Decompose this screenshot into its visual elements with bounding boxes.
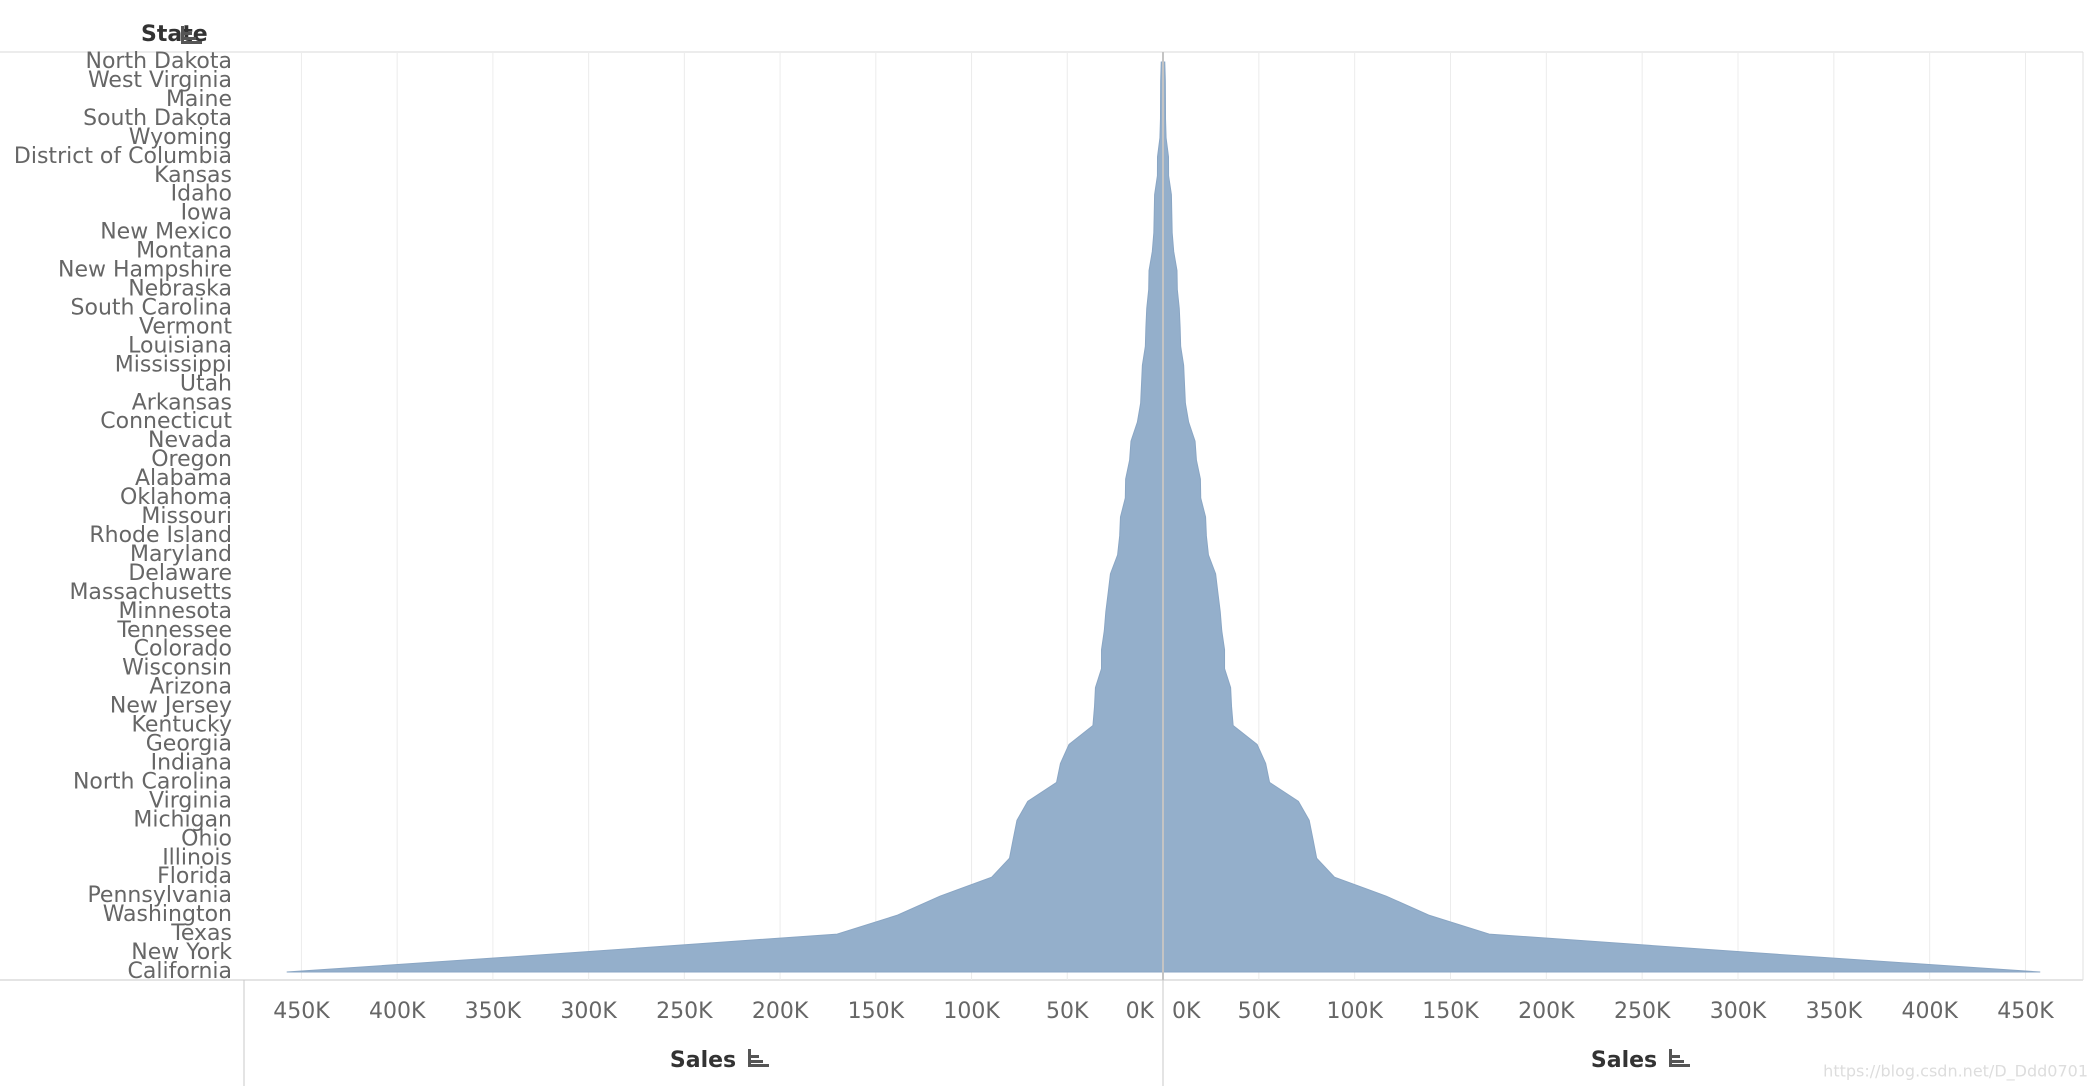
sort-icon [748,1049,1690,1067]
sort-icon [181,26,202,44]
y-tick-label: Illinois [162,845,232,870]
y-tick-label: Pennsylvania [87,883,232,908]
x-tick-label: 50K [1046,999,1089,1024]
x-tick-label: 200K [1518,999,1575,1024]
y-tick-label: California [128,959,232,984]
x-tick-label: 250K [656,999,713,1024]
y-tick-label: Rhode Island [89,523,232,548]
y-tick-label: Missouri [141,504,232,529]
y-tick-label: Vermont [139,314,232,339]
y-tick-label: Maryland [130,542,232,567]
y-tick-label: West Virginia [88,68,232,93]
y-tick-label: Washington [103,902,232,927]
y-tick-label: Florida [157,864,232,889]
x-tick-label: 350K [465,999,522,1024]
y-tick-label: Mississippi [115,352,232,377]
y-tick-label: New Jersey [110,694,232,719]
y-tick-label: North Dakota [86,49,232,74]
y-tick-label: Louisiana [128,333,232,358]
x-axis-title: Sales [1591,1048,1657,1073]
y-tick-label: Georgia [146,732,232,757]
y-tick-label: Delaware [128,561,232,586]
y-tick-label: Arkansas [132,390,232,415]
y-tick-label: Kansas [154,163,232,188]
y-tick-label: Tennessee [116,618,232,643]
y-tick-label: Connecticut [100,409,232,434]
y-tick-label: Montana [136,239,232,264]
x-tick-label: 450K [1997,999,2054,1024]
y-tick-label: South Carolina [71,295,232,320]
y-tick-label: New York [131,940,232,965]
x-tick-label: 300K [560,999,617,1024]
y-tick-label: Michigan [133,807,232,832]
x-tick-label: 100K [943,999,1000,1024]
x-tick-label: 200K [752,999,809,1024]
y-tick-label: Wisconsin [122,656,232,681]
y-tick-label: Utah [180,371,232,396]
x-tick-label: 150K [848,999,905,1024]
y-tick-label: Oregon [151,447,232,472]
x-tick-label: 400K [369,999,426,1024]
watermark: https://blog.csdn.net/D_Ddd0701 [1823,1062,2088,1082]
x-tick-label: 300K [1710,999,1767,1024]
y-tick-label: South Dakota [83,106,232,131]
x-tick-label: 150K [1422,999,1479,1024]
x-tick-label: 50K [1238,999,1281,1024]
y-tick-label: Wyoming [129,125,232,150]
y-tick-label: Ohio [181,826,232,851]
y-tick-label: Virginia [149,788,232,813]
y-tick-label: Maine [166,87,232,112]
y-tick-label: North Carolina [73,769,232,794]
y-tick-label: Alabama [135,466,232,491]
y-tick-label: Idaho [171,182,232,207]
x-tick-label: 400K [1901,999,1958,1024]
x-tick-label: 0K [1126,999,1155,1024]
y-tick-label: New Hampshire [58,258,232,283]
y-tick-label: Colorado [134,637,232,662]
x-tick-label: 350K [1806,999,1863,1024]
x-tick-label: 450K [273,999,330,1024]
y-tick-label: Massachusetts [69,580,232,605]
y-tick-label: District of Columbia [14,144,232,169]
y-tick-label: Iowa [181,201,232,226]
x-tick-label: 250K [1614,999,1671,1024]
y-tick-label: Oklahoma [120,485,232,510]
x-tick-label: 0K [1172,999,1201,1024]
y-tick-label: Minnesota [118,599,232,624]
y-tick-label: Kentucky [132,713,232,738]
y-tick-label: New Mexico [100,220,232,245]
x-tick-label: 100K [1326,999,1383,1024]
x-axis-title: Sales [670,1048,736,1073]
y-tick-label: Texas [170,921,232,946]
y-tick-label: Arizona [149,675,232,700]
area [286,61,1164,973]
y-tick-label: Nevada [148,428,232,453]
y-tick-label: Nebraska [128,277,232,302]
area [1162,61,2041,973]
y-tick-label: Indiana [151,750,232,775]
